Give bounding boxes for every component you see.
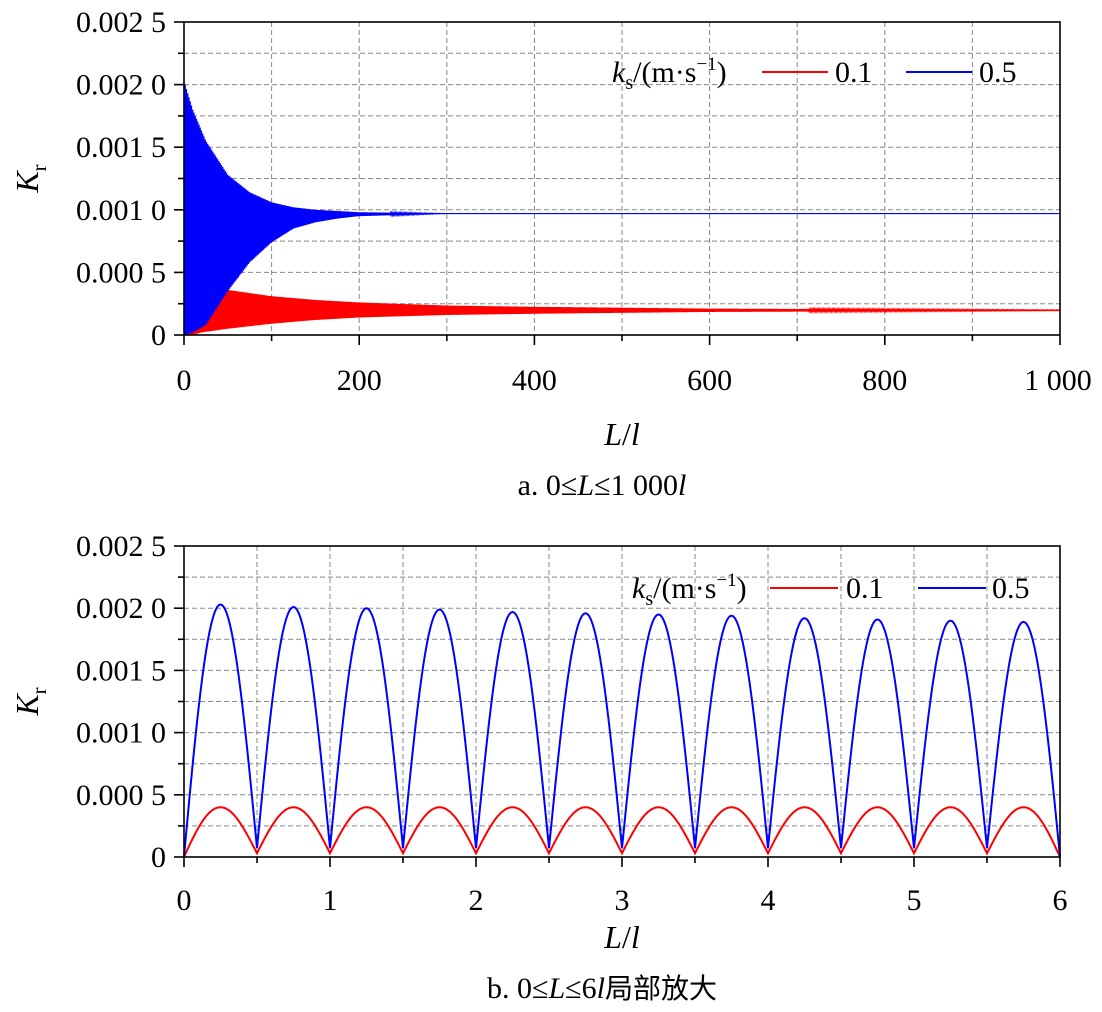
- y-tick-label: 0.001 0: [76, 194, 166, 227]
- y-tick-label: 0.002 0: [76, 592, 166, 625]
- panel-a-y-axis-label: Kr: [9, 164, 51, 193]
- y-tick-label: 0: [151, 841, 166, 874]
- x-tick-label: 2: [469, 884, 484, 917]
- panel-a-x-axis-label: L/l: [603, 416, 640, 452]
- x-tick-label: 400: [512, 364, 557, 397]
- panel-b-ticks: 0 0.000 5 0.001 0 0.001 5 0.002 0 0.002 5 0 1 2 3…: [76, 530, 1068, 917]
- panel-b-x-axis-label: L/l: [603, 919, 640, 955]
- panel-a-grid: [184, 22, 1060, 335]
- x-tick-label: 0: [177, 364, 192, 397]
- panel-b-series: [183, 603, 1061, 858]
- panel-b-y-axis-label: Kr: [9, 687, 51, 716]
- series-line-0.1: [184, 287, 1061, 336]
- y-tick-label: 0.001 0: [76, 717, 166, 750]
- x-tick-label: 200: [337, 364, 382, 397]
- x-tick-label: 5: [907, 884, 922, 917]
- x-tick-label: 0: [177, 884, 192, 917]
- x-tick-label: 1 000: [1024, 364, 1092, 397]
- y-tick-label: 0.002 0: [76, 69, 166, 102]
- panel-a-caption: a. 0≤L≤1 000l: [518, 469, 687, 502]
- y-tick-label: 0.001 5: [76, 131, 166, 164]
- series-line-0.1: [183, 806, 1061, 858]
- panel-b: 0 0.000 5 0.001 0 0.001 5 0.002 0 0.002 5 0 1 2 3…: [9, 530, 1068, 1005]
- legend-title: ks/(m·s−1): [632, 570, 747, 610]
- panel-a: 0 0.000 5 0.001 0 0.001 5 0.002 0 0.002 5 0 200…: [9, 6, 1092, 502]
- y-tick-label: 0.000 5: [76, 256, 166, 289]
- legend-label-0.5: 0.5: [992, 572, 1030, 605]
- y-tick-label: 0.001 5: [76, 654, 166, 687]
- panel-b-legend: ks/(m·s−1) 0.1 0.5: [632, 570, 1030, 610]
- x-tick-label: 4: [761, 884, 776, 917]
- x-tick-label: 3: [615, 884, 630, 917]
- x-tick-label: 6: [1053, 884, 1068, 917]
- x-tick-label: 600: [687, 364, 732, 397]
- series-line-0.5: [183, 603, 1061, 858]
- legend-label-0.1: 0.1: [835, 56, 873, 89]
- y-tick-label: 0: [151, 319, 166, 352]
- panel-a-legend: ks/(m·s−1) 0.1 0.5: [612, 54, 1017, 94]
- x-tick-label: 1: [323, 884, 338, 917]
- legend-label-0.5: 0.5: [979, 56, 1017, 89]
- y-tick-label: 0.002 5: [76, 6, 166, 39]
- panel-a-ticks: 0 0.000 5 0.001 0 0.001 5 0.002 0 0.002 5 0 200…: [76, 6, 1092, 397]
- y-tick-label: 0.002 5: [76, 530, 166, 563]
- series-line-0.5: [183, 80, 1060, 335]
- legend-title: ks/(m·s−1): [612, 54, 727, 94]
- x-tick-label: 800: [862, 364, 907, 397]
- panel-b-caption: b. 0≤L≤6l局部放大: [487, 972, 717, 1005]
- panel-b-grid: [184, 546, 1060, 857]
- panel-a-series: [183, 80, 1061, 336]
- y-tick-label: 0.000 5: [76, 779, 166, 812]
- legend-label-0.1: 0.1: [846, 572, 884, 605]
